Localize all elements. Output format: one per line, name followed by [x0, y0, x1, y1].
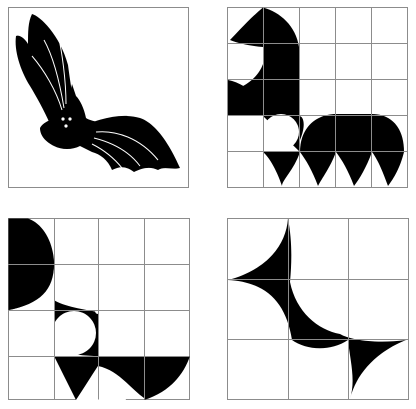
bat-wing-ribs	[31, 33, 159, 169]
panel-grid-4x4	[8, 218, 190, 400]
bottom-scallop-4	[372, 152, 404, 186]
four-point-star-shape	[228, 218, 406, 399]
bottom-scalloped-strip	[54, 356, 190, 400]
bat-eye-3	[64, 124, 68, 128]
white-circle	[52, 311, 96, 355]
bottom-scallop-3	[336, 152, 372, 186]
bottom-middle-notch	[76, 366, 126, 400]
grid-lines	[8, 218, 190, 400]
top-left-crescent	[230, 7, 263, 47]
grid-lines	[227, 7, 408, 188]
panel-grid-5x5	[227, 7, 408, 188]
white-circle	[263, 114, 299, 150]
panel-frame	[227, 7, 408, 188]
bottom-scallop-1	[263, 152, 300, 186]
left-quarter-arc	[228, 80, 263, 116]
panel-frame	[227, 218, 409, 400]
right-dome	[300, 114, 404, 152]
bat-eye-2	[68, 117, 72, 121]
grid-lines	[227, 218, 409, 400]
panel-grid-3x3	[227, 218, 409, 400]
bat-eye-1	[61, 117, 65, 121]
panel-frame	[8, 7, 189, 188]
bat-body	[40, 92, 110, 149]
bottom-scallop-2	[300, 152, 336, 186]
panel-bat-silhouette	[8, 7, 189, 188]
